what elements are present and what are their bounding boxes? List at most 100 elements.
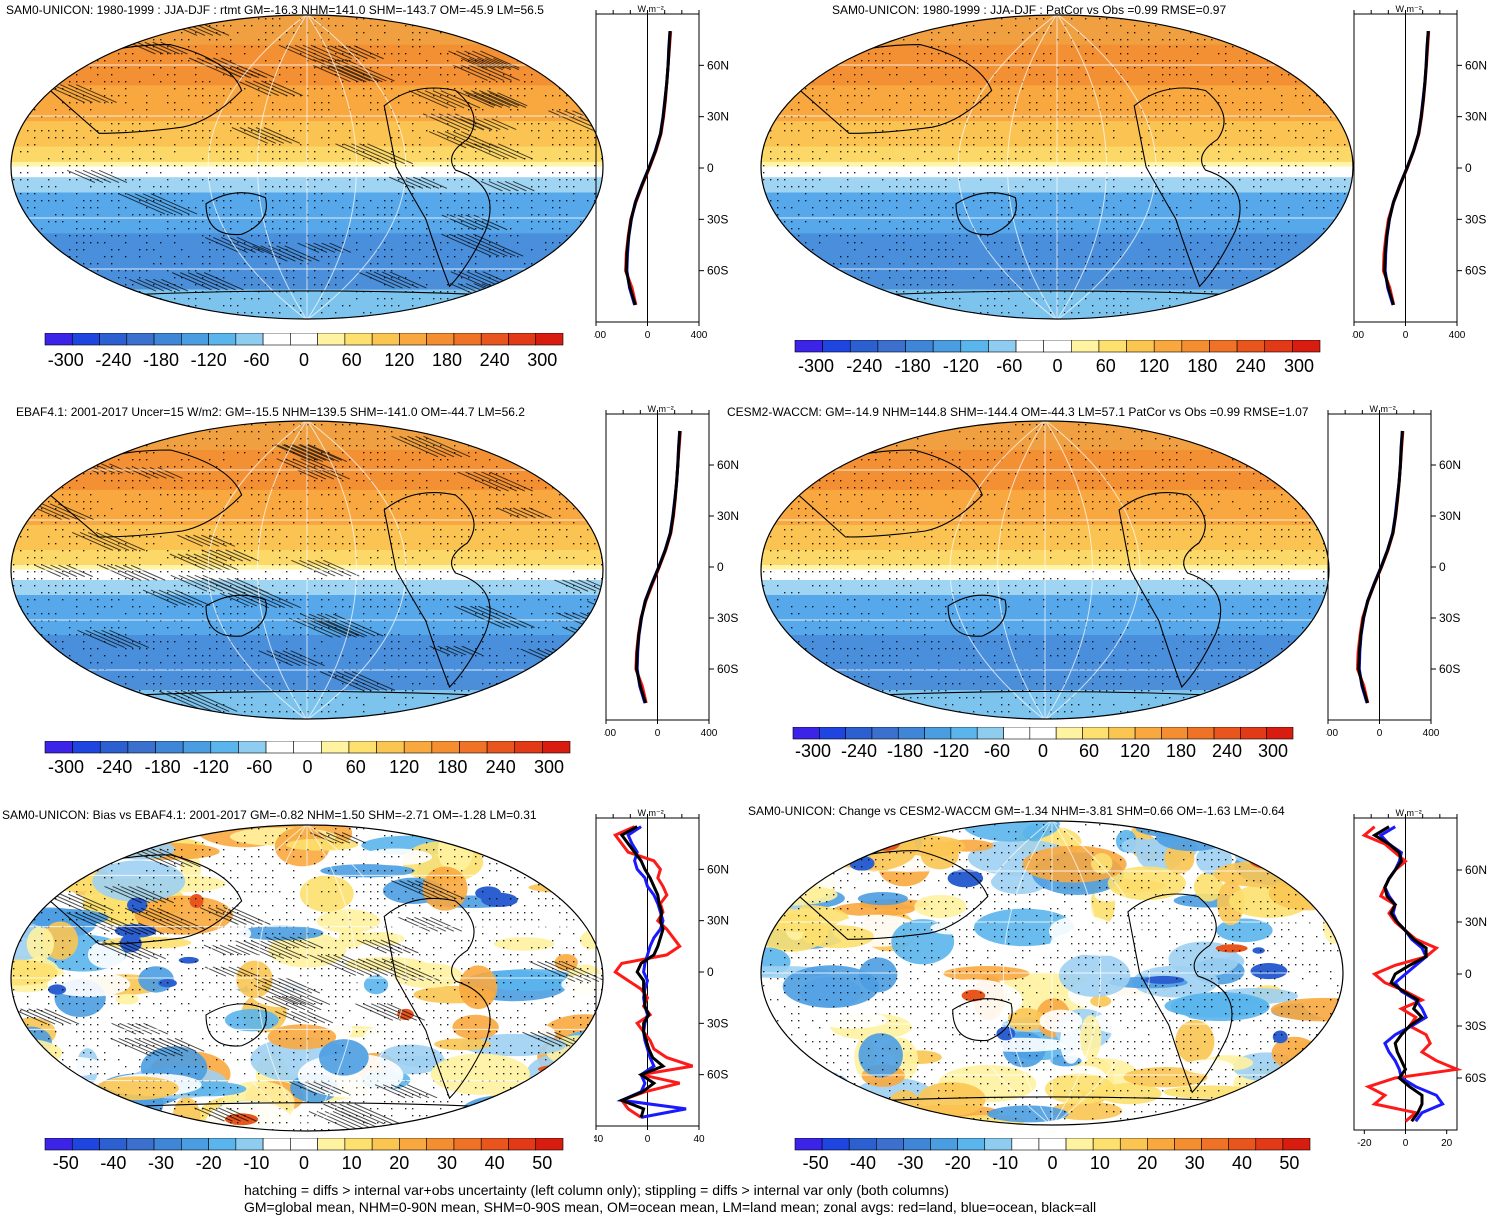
anomaly-blob — [1080, 1015, 1102, 1061]
zonal-lat-label: 30S — [707, 1016, 728, 1030]
anomaly-blob — [1123, 1067, 1208, 1088]
colorbar-tick-label: 240 — [486, 757, 516, 777]
colorbar-swatch — [426, 1138, 455, 1151]
zonal-lat-label: 0 — [1439, 560, 1446, 574]
zonal-lat-label: 60S — [717, 662, 738, 676]
anomaly-blob — [11, 959, 58, 986]
anomaly-blob — [1256, 838, 1312, 869]
zonal-x-tick-label: 0 — [1403, 330, 1409, 341]
colorbar-swatch — [1011, 1138, 1040, 1151]
zonal-lat-label: 0 — [1465, 967, 1472, 981]
colorbar-tick-label: -180 — [143, 350, 179, 370]
anomaly-blob — [833, 902, 915, 917]
zonal-x-tick-label: -20 — [1357, 1138, 1372, 1149]
colorbar-tick-label: -240 — [841, 741, 877, 761]
colorbar-swatch — [182, 741, 212, 754]
colorbar-swatch — [905, 340, 934, 353]
colorbar-swatch — [1174, 1138, 1202, 1151]
anomaly-blob — [430, 1053, 531, 1095]
colorbar-swatch — [238, 741, 267, 754]
map-border — [760, 420, 1330, 720]
colorbar-swatch — [1108, 727, 1136, 740]
colorbar-tick-label: -30 — [897, 1153, 923, 1173]
colorbar-swatch — [44, 741, 73, 754]
anomaly-blob — [943, 965, 1030, 982]
footer-line-legend: GM=global mean, NHM=0-90N mean, SHM=0-90… — [244, 1199, 1097, 1215]
colorbar-swatch — [1003, 727, 1031, 740]
colorbar-swatch — [321, 741, 350, 754]
colorbar-swatch — [1255, 1138, 1284, 1151]
colorbar-tick-label: -120 — [191, 350, 227, 370]
anomaly-blob — [761, 841, 833, 866]
anomaly-blob — [857, 892, 908, 906]
zonal-series-all — [1382, 30, 1430, 306]
map-border — [760, 14, 1354, 320]
zonal-series-all — [1357, 430, 1404, 704]
colorbar-tick-label: -60 — [243, 350, 269, 370]
colorbar-swatch — [72, 741, 101, 754]
anomaly-blob — [299, 875, 354, 913]
anomaly-blob — [914, 894, 967, 919]
colorbar-tick-label: -240 — [95, 350, 131, 370]
colorbar-tick-label: -120 — [943, 356, 979, 376]
anomaly-blob — [761, 880, 781, 900]
anomaly-blob — [11, 893, 49, 904]
p4-zonal-mean-plot: W m⁻² 60N 30N 0 30S 60S -400 0 400 — [1326, 404, 1461, 739]
colorbar-swatch — [822, 340, 851, 353]
colorbar-tick-label: 50 — [532, 1153, 552, 1173]
zonal-lat-label: 30N — [717, 509, 739, 523]
anomaly-blob — [783, 1073, 828, 1090]
anomaly-blob — [840, 821, 943, 837]
colorbar-tick-label: -240 — [96, 757, 132, 777]
anomaly-blob — [1058, 953, 1131, 997]
colorbar-swatch — [344, 1138, 373, 1151]
colorbar-swatch — [903, 1138, 931, 1151]
colorbar-swatch — [431, 741, 460, 754]
map-border — [10, 14, 604, 320]
p5-zonal-mean-plot: W m⁻² 60N 30N 0 30S 60S -40 0 40 — [594, 808, 729, 1145]
anomaly-blob — [26, 926, 54, 961]
p4-colorbar: -300 -240 -180 -120 -60 0 60 120 180 240 300 — [792, 727, 1294, 761]
map-border — [760, 820, 1344, 1126]
colorbar-swatch — [235, 1138, 264, 1151]
coastline — [1127, 893, 1233, 1094]
colorbar-tick-label: 30 — [437, 1153, 457, 1173]
anomaly-blob — [947, 869, 984, 888]
colorbar-swatch — [293, 741, 322, 754]
colorbar-tick-label: 30 — [1185, 1153, 1205, 1173]
zonal-lat-label: 30S — [1465, 212, 1486, 226]
colorbar-tick-label: 0 — [302, 757, 312, 777]
anomaly-blob — [363, 1027, 398, 1047]
anomaly-blob — [437, 829, 474, 873]
anomaly-blob — [1215, 944, 1248, 953]
colorbar-swatch — [317, 1138, 346, 1151]
zonal-lat-label: 30S — [1439, 611, 1460, 625]
coastline — [1118, 492, 1222, 689]
zonal-x-tick-label: -400 — [594, 330, 606, 341]
colorbar-swatch — [1181, 340, 1210, 353]
colorbar-tick-label: 0 — [299, 350, 309, 370]
zonal-lat-label: 30S — [717, 611, 738, 625]
colorbar-tick-label: 40 — [1232, 1153, 1252, 1173]
colorbar-swatch — [453, 1138, 482, 1151]
anomaly-blob — [134, 895, 233, 935]
anomaly-blob — [29, 1054, 53, 1071]
colorbar-swatch — [535, 1138, 564, 1151]
anomaly-blob — [471, 912, 549, 931]
anomaly-blob — [917, 1082, 986, 1117]
anomaly-blob — [236, 960, 273, 998]
colorbar-tick-label: 300 — [1284, 356, 1314, 376]
colorbar-tick-label: 300 — [527, 350, 557, 370]
anomaly-blob — [363, 975, 389, 995]
anomaly-blob — [95, 1076, 179, 1101]
coastline — [955, 192, 1017, 236]
colorbar-swatch — [988, 340, 1017, 353]
anomaly-blob — [481, 892, 518, 908]
anomaly-blob — [1193, 872, 1224, 902]
coastline — [947, 594, 1007, 637]
anomaly-blob — [961, 989, 986, 1002]
colorbar-swatch — [1147, 1138, 1175, 1151]
zonal-lat-label: 60S — [707, 1068, 728, 1082]
zonal-series-ocean — [616, 825, 687, 1119]
colorbar-swatch — [1126, 340, 1155, 353]
